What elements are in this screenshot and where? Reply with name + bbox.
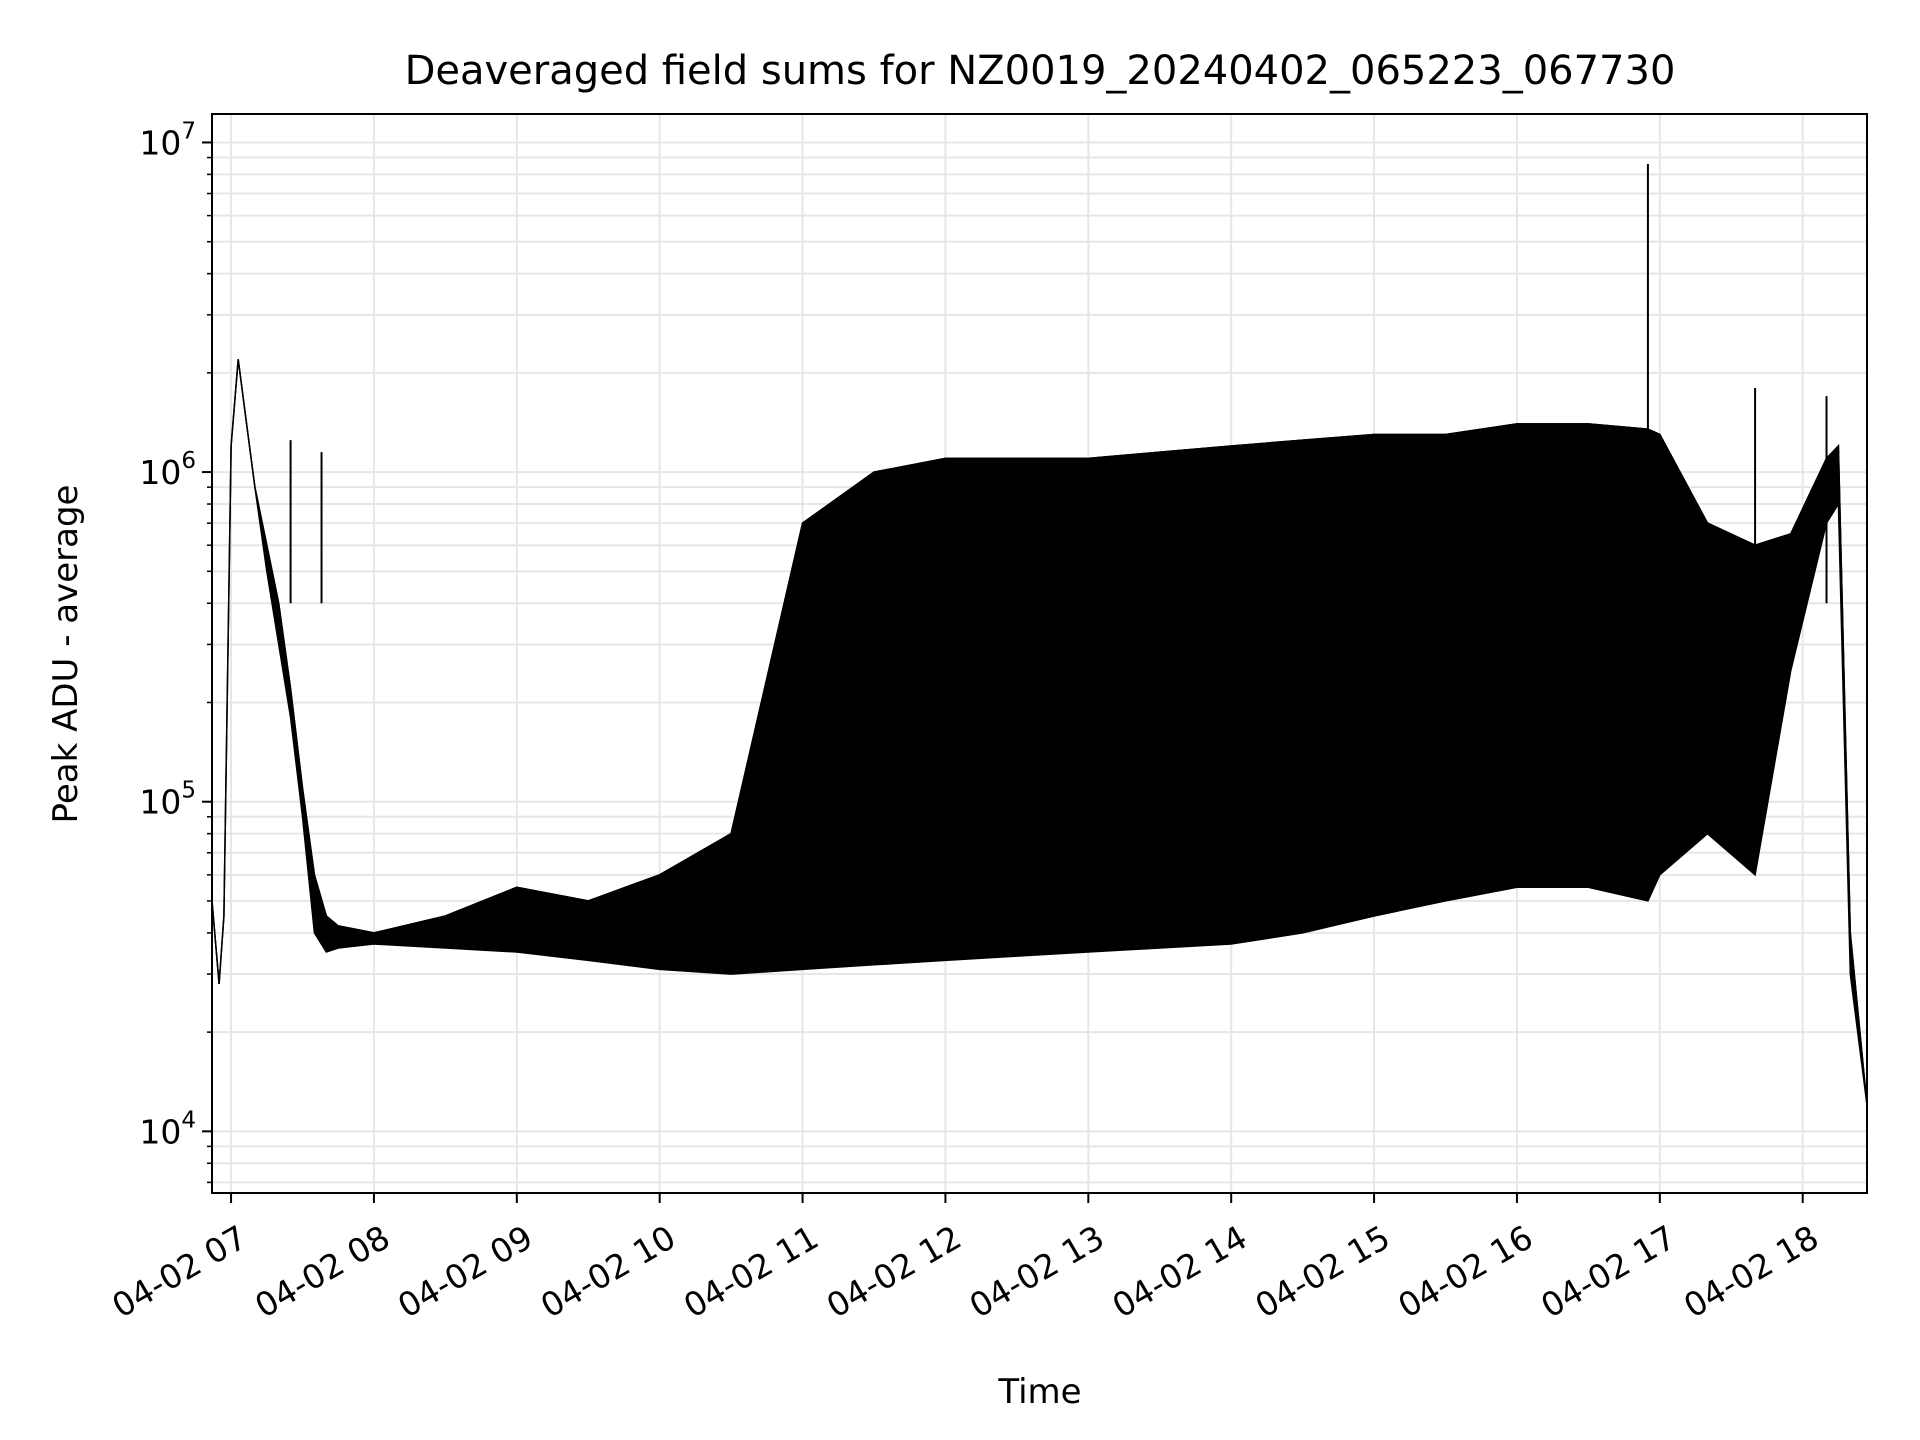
x-tick-label: 04-02 09 xyxy=(391,1218,539,1326)
x-tick-label: 04-02 16 xyxy=(1391,1218,1539,1326)
series-line xyxy=(211,359,1868,1106)
chart-title: Deaveraged field sums for NZ0019_2024040… xyxy=(405,48,1676,94)
y-tick-label: 107 xyxy=(139,118,196,162)
x-tick-label: 04-02 08 xyxy=(248,1218,396,1326)
x-tick-label: 04-02 12 xyxy=(820,1218,968,1326)
plot-frame xyxy=(211,113,1868,1194)
x-tick-label: 04-02 11 xyxy=(677,1218,825,1326)
x-tick-label: 04-02 10 xyxy=(534,1218,682,1326)
x-tick-label: 04-02 13 xyxy=(963,1218,1111,1326)
y-tick-label: 105 xyxy=(139,778,196,822)
x-axis-label: Time xyxy=(997,1372,1081,1412)
x-tick-label: 04-02 18 xyxy=(1677,1218,1825,1326)
x-tick-label: 04-02 15 xyxy=(1248,1218,1396,1326)
x-tick-label: 04-02 14 xyxy=(1106,1218,1254,1326)
x-tick-label: 04-02 07 xyxy=(105,1218,253,1326)
x-tick-label: 04-02 17 xyxy=(1534,1218,1682,1326)
y-axis-label: Peak ADU - average xyxy=(46,485,86,824)
series-layer xyxy=(211,164,1868,1106)
y-tick-label: 106 xyxy=(139,448,196,492)
y-tick-label: 104 xyxy=(139,1107,196,1151)
y-axis: 104 105 106 107 xyxy=(139,118,212,1184)
